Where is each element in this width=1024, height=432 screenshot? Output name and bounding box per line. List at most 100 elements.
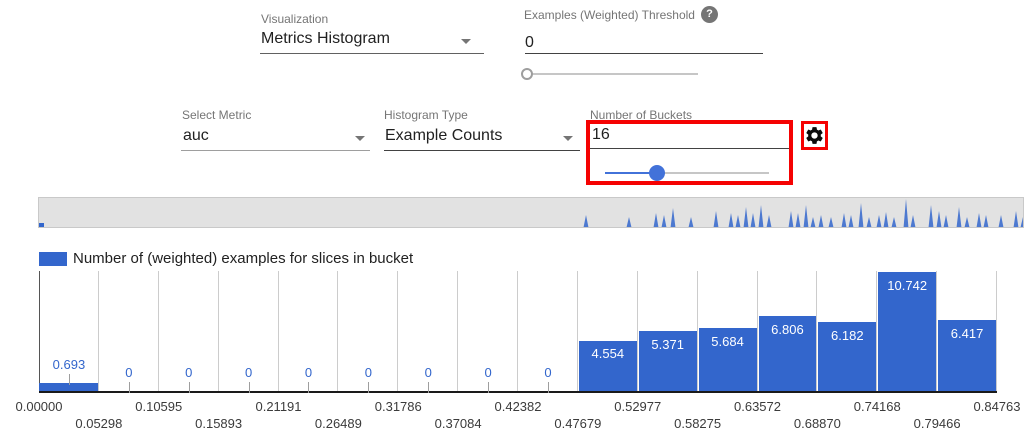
- gridline: [696, 271, 698, 391]
- x-tick-label: 0.47679: [554, 416, 602, 431]
- gridline: [457, 271, 459, 391]
- legend-label: Number of (weighted) examples for slices…: [73, 250, 414, 267]
- histogram-bar[interactable]: [938, 319, 996, 391]
- histogram-bar[interactable]: [758, 315, 817, 391]
- gridline: [756, 271, 758, 391]
- histogram-type-value[interactable]: Example Counts: [385, 127, 503, 144]
- x-tick-label: 0.42382: [494, 399, 542, 414]
- gridline: [996, 271, 997, 391]
- annotation-stem: [547, 382, 549, 393]
- num-buckets-underline: [590, 148, 789, 149]
- threshold-label: Examples (Weighted) Threshold: [524, 8, 695, 22]
- bar-value-label: 6.806: [771, 321, 804, 337]
- gridline: [876, 271, 878, 391]
- gridline: [517, 271, 518, 391]
- settings-gear-icon: [806, 127, 823, 144]
- x-tick-label: 0.21191: [255, 399, 302, 414]
- histogram-bar[interactable]: [638, 331, 697, 391]
- bar-value-label: 0.693: [52, 357, 86, 373]
- histogram-bar[interactable]: [878, 271, 937, 391]
- slider-track[interactable]: [605, 172, 769, 174]
- histogram-bar[interactable]: [698, 327, 757, 391]
- annotation-stem: [488, 382, 490, 393]
- num-buckets-input[interactable]: 16: [592, 126, 610, 143]
- bar-value-label: 0: [364, 365, 372, 380]
- settings-button[interactable]: [801, 121, 828, 150]
- bar-value-label: 5.684: [711, 333, 744, 349]
- bar-value-label: 0: [125, 365, 133, 380]
- x-tick-label: 0.68870: [793, 416, 841, 431]
- chevron-down-icon[interactable]: [461, 39, 471, 44]
- x-tick-label: 0.31786: [374, 399, 422, 414]
- bar-value-label: 0: [484, 365, 492, 380]
- bar-value-label: 10.742: [887, 277, 928, 293]
- annotation-stem: [128, 382, 130, 393]
- bar-value-label: 0: [424, 365, 432, 380]
- x-tick-label: 0.05298: [75, 416, 123, 431]
- select-metric-value[interactable]: auc: [183, 127, 209, 144]
- gridline: [936, 271, 938, 391]
- histogram-type-label: Histogram Type: [384, 108, 468, 122]
- num-buckets-slider[interactable]: [605, 164, 769, 182]
- x-tick-label: 0.84763: [973, 399, 1021, 414]
- gridline: [157, 271, 159, 391]
- x-tick-label: 0.37084: [434, 416, 482, 431]
- gridline: [397, 271, 399, 391]
- histogram-bar[interactable]: [818, 322, 877, 391]
- help-icon[interactable]: ?: [701, 6, 718, 23]
- bar-value-label: 6.182: [831, 328, 864, 344]
- gridline: [816, 271, 818, 391]
- histogram-bar[interactable]: [39, 383, 98, 391]
- num-buckets-label: Number of Buckets: [590, 108, 693, 122]
- visualization-value[interactable]: Metrics Histogram: [261, 30, 390, 47]
- x-tick-label: 0.00000: [15, 399, 63, 414]
- threshold-input[interactable]: 0: [525, 34, 534, 51]
- annotation-stem: [308, 382, 310, 393]
- x-tick-label: 0.58275: [674, 416, 722, 431]
- gridline: [636, 271, 638, 391]
- bar-value-label: 0: [544, 365, 552, 380]
- gridline: [217, 271, 219, 391]
- x-tick-label: 0.79466: [913, 416, 961, 431]
- slider-fill: [605, 172, 658, 174]
- x-tick-label: 0.63572: [734, 399, 781, 414]
- histogram-x-axis: 0.00000 0.05298 0.10595 0.15893 0.21191 0.264…: [16, 399, 1021, 432]
- annotation-stem: [68, 374, 70, 386]
- select-metric-underline: [181, 150, 370, 151]
- annotation-stem: [368, 382, 370, 393]
- threshold-underline: [525, 53, 763, 54]
- bar-value-label: 0: [185, 365, 193, 380]
- gridline: [576, 271, 578, 391]
- bar-value-label: 0: [304, 365, 313, 380]
- y-axis-line: [39, 271, 40, 391]
- threshold-slider[interactable]: [521, 65, 698, 83]
- bar-value-label: 5.371: [651, 337, 684, 353]
- x-tick-label: 0.52977: [614, 399, 662, 414]
- histogram-type-underline: [384, 150, 580, 151]
- annotation-stem: [188, 382, 190, 393]
- x-tick-label: 0.15893: [195, 416, 243, 431]
- bar-value-label: 4.554: [591, 346, 625, 362]
- slider-track[interactable]: [527, 73, 698, 75]
- annotation-stem: [248, 382, 250, 393]
- visualization-label: Visualization: [261, 12, 329, 26]
- slices-overview-strip[interactable]: [38, 197, 1024, 228]
- annotation-stem: [428, 382, 430, 393]
- legend-swatch: [39, 252, 67, 266]
- x-tick-label: 0.10595: [135, 399, 183, 414]
- histogram-chart[interactable]: 0.693 0 0 0 0 0 0 0 0 4.554 5.371 5.684 6.806 6.182 10…: [39, 271, 997, 393]
- select-metric-label: Select Metric: [182, 108, 252, 122]
- bar-value-label: 0: [244, 365, 253, 380]
- x-tick-label: 0.74168: [853, 399, 901, 414]
- x-tick-label: 0.26489: [314, 416, 362, 431]
- chevron-down-icon[interactable]: [355, 136, 365, 141]
- slider-knob[interactable]: [521, 68, 533, 80]
- gridline: [337, 271, 339, 391]
- histogram-bar[interactable]: [578, 340, 637, 391]
- gridline: [277, 271, 279, 391]
- bar-value-label: 6.417: [950, 325, 984, 341]
- visualization-underline: [260, 53, 484, 54]
- slider-knob[interactable]: [649, 165, 666, 181]
- chevron-down-icon[interactable]: [563, 136, 573, 141]
